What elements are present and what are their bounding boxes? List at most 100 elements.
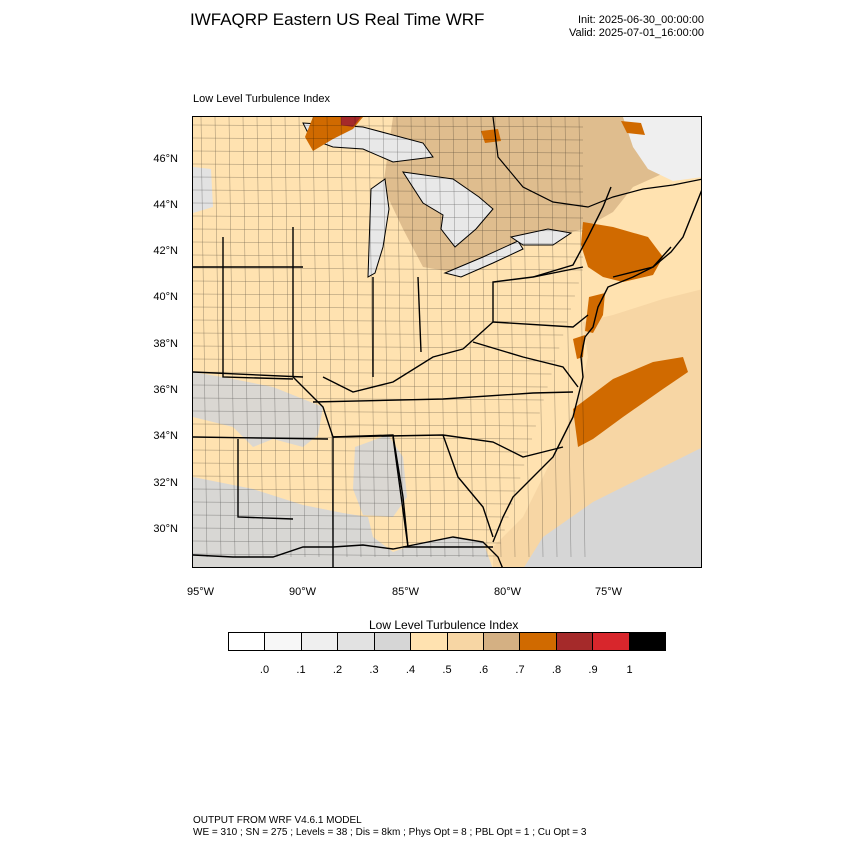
offshore-very-high-zone	[573, 357, 688, 447]
colorbar-label: .6	[478, 664, 489, 676]
county-line	[193, 280, 579, 284]
colorbar-swatch	[338, 633, 375, 650]
county-line	[193, 163, 584, 167]
colorbar-swatch	[265, 633, 302, 650]
county-line	[193, 501, 513, 505]
state-borders	[193, 186, 672, 567]
county-line	[193, 410, 540, 414]
new-england-very-high-zone	[581, 222, 663, 282]
quebec-very-high-spot	[621, 121, 645, 135]
state-border-line	[442, 434, 494, 538]
init-time: Init: 2025-06-30_00:00:00	[578, 14, 704, 26]
county-line	[494, 117, 502, 558]
lon-label: 85°W	[392, 586, 420, 598]
colorbar	[228, 632, 666, 651]
colorbar-label: .8	[551, 664, 562, 676]
county-line	[193, 397, 544, 401]
colorbar-swatch	[229, 633, 266, 650]
county-line	[193, 384, 548, 388]
county-line	[193, 423, 536, 427]
county-line	[193, 449, 529, 453]
county-line	[193, 254, 584, 258]
lat-label: 36°N	[153, 384, 178, 396]
mississippi-low-zone	[193, 372, 323, 447]
colorbar-swatch	[593, 633, 630, 650]
state-border-line	[492, 314, 589, 328]
county-line	[536, 117, 544, 558]
colorbar-swatch	[629, 633, 666, 650]
lon-label: 80°W	[494, 586, 522, 598]
county-line	[193, 345, 560, 349]
colorbar-swatch	[447, 633, 484, 650]
colorbar-label: .2	[332, 664, 343, 676]
county-line	[550, 117, 558, 558]
county-line	[424, 117, 432, 558]
colorbar-title: Low Level Turbulence Index	[369, 618, 519, 632]
state-border-line	[322, 348, 464, 393]
county-line	[340, 117, 348, 558]
county-line	[354, 117, 362, 558]
colorbar-label: .7	[515, 664, 525, 676]
county-line	[396, 117, 404, 558]
lake-michigan	[367, 178, 390, 278]
county-line	[214, 117, 222, 558]
map-title: IWFAQRP Eastern US Real Time WRF	[190, 10, 485, 29]
superior-extreme-zone	[341, 117, 361, 127]
colorbar-label: .3	[369, 664, 379, 676]
county-line	[193, 540, 501, 544]
county-line	[193, 202, 584, 206]
colorbar-label: 1	[626, 664, 633, 676]
county-line	[193, 137, 584, 141]
colorbar-swatch	[374, 633, 412, 650]
county-line	[382, 117, 390, 558]
colorbar-label: .0	[259, 664, 270, 676]
atlantic-coastline	[492, 190, 701, 543]
county-line	[193, 553, 497, 557]
lon-label: 90°W	[289, 586, 317, 598]
county-line	[466, 117, 474, 558]
state-border-line	[462, 266, 584, 350]
atlantic-low-zone	[524, 448, 701, 567]
county-line	[193, 189, 584, 193]
state-border-line	[222, 237, 294, 380]
county-line	[193, 176, 584, 180]
lat-label: 44°N	[153, 199, 178, 211]
colorbar-swatch	[411, 633, 448, 650]
lat-label: 38°N	[153, 338, 178, 350]
county-line	[193, 319, 568, 323]
county-line	[410, 117, 418, 558]
alabama-low-zone	[353, 435, 407, 517]
county-line	[578, 117, 586, 558]
lake-huron	[401, 171, 494, 248]
plot-label: Low Level Turbulence Index	[193, 93, 330, 105]
colorbar-label: .9	[588, 664, 598, 676]
colorbar-label: .4	[405, 664, 416, 676]
county-line	[312, 117, 320, 558]
county-line	[193, 358, 556, 362]
county-line	[522, 117, 530, 558]
lon-label: 75°W	[595, 586, 623, 598]
lon-label: 95°W	[187, 586, 215, 598]
county-line	[480, 117, 488, 558]
lat-label: 34°N	[153, 430, 178, 442]
canada-border	[492, 117, 701, 208]
state-border-line	[417, 276, 422, 353]
county-line	[368, 117, 376, 558]
county-line	[193, 527, 505, 531]
model-footer: OUTPUT FROM WRF V4.6.1 MODEL WE = 310 ; …	[193, 815, 586, 839]
footer-line-1: OUTPUT FROM WRF V4.6.1 MODEL	[193, 815, 362, 826]
state-border-line	[472, 341, 579, 388]
lat-label: 42°N	[153, 245, 178, 257]
state-border-line	[312, 391, 574, 403]
state-border-line	[193, 436, 329, 440]
footer-line-2: WE = 310 ; SN = 275 ; Levels = 38 ; Dis …	[193, 827, 587, 838]
county-line	[193, 462, 525, 466]
county-line	[193, 241, 584, 245]
state-border-line	[237, 439, 294, 520]
state-border-line	[392, 436, 409, 548]
colorbar-label: .5	[442, 664, 452, 676]
county-line	[193, 215, 584, 219]
county-line	[193, 514, 509, 518]
lat-label: 30°N	[153, 523, 178, 535]
state-border-line	[332, 434, 564, 458]
